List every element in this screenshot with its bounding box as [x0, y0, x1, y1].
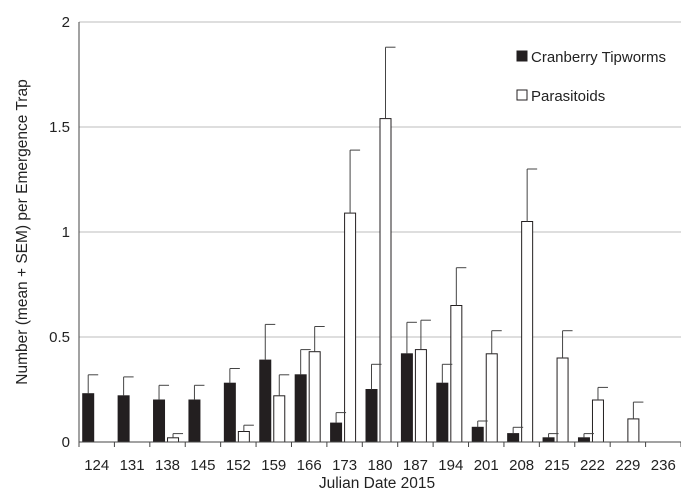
- legend-swatch-parasitoids: [516, 89, 528, 101]
- x-tick-label: 159: [261, 457, 286, 474]
- bar-cranberry-tipworms: [223, 382, 236, 443]
- bar-cranberry-tipworms: [117, 395, 130, 443]
- bars: [82, 118, 640, 443]
- bar-cranberry-tipworms: [294, 374, 307, 443]
- bar-cranberry-tipworms: [82, 393, 95, 443]
- bar-parasitoids: [414, 349, 427, 443]
- x-tick-label: 194: [438, 457, 463, 474]
- y-tick-label: 2: [62, 14, 70, 31]
- bar-parasitoids: [627, 418, 640, 443]
- y-tick-label: 0: [62, 434, 70, 451]
- bar-parasitoids: [521, 221, 534, 443]
- bar-cranberry-tipworms: [153, 399, 166, 443]
- x-tick-label: 166: [297, 457, 322, 474]
- x-tick-label: 152: [226, 457, 251, 474]
- x-tick-label: 180: [367, 457, 392, 474]
- x-tick-label: 229: [615, 457, 640, 474]
- x-tick-label: 236: [651, 457, 676, 474]
- axes: [78, 22, 681, 447]
- x-tick-label: 145: [190, 457, 215, 474]
- y-tick-label: 0.5: [49, 329, 70, 346]
- bar-parasitoids: [379, 118, 392, 443]
- bar-cranberry-tipworms: [507, 433, 520, 443]
- bar-cranberry-tipworms: [400, 353, 413, 443]
- bar-cranberry-tipworms: [436, 382, 449, 443]
- bar-parasitoids: [344, 212, 357, 443]
- x-tick-label: 208: [509, 457, 534, 474]
- x-tick-label: 124: [84, 457, 109, 474]
- legend-label-cranberry-tipworms: Cranberry Tipworms: [531, 49, 666, 66]
- legend: Cranberry Tipworms Parasitoids: [516, 49, 666, 105]
- bar-cranberry-tipworms: [577, 437, 590, 443]
- bar-cranberry-tipworms: [365, 389, 378, 443]
- legend-label-parasitoids: Parasitoids: [531, 88, 605, 105]
- y-tick-label: 1: [62, 224, 70, 241]
- x-tick-label: 138: [155, 457, 180, 474]
- y-tick-label: 1.5: [49, 119, 70, 136]
- x-tick-label: 187: [403, 457, 428, 474]
- bar-parasitoids: [450, 305, 463, 443]
- x-tick-label: 131: [120, 457, 145, 474]
- x-tick-label: 222: [580, 457, 605, 474]
- bar-parasitoids: [556, 357, 569, 443]
- error-bars: [87, 46, 644, 438]
- y-axis-title: Number (mean + SEM) per Emergence Trap: [14, 79, 31, 384]
- bar-cranberry-tipworms: [471, 426, 484, 443]
- legend-swatch-cranberry-tipworms: [516, 50, 528, 62]
- bar-parasitoids: [273, 395, 286, 443]
- tick-labels: 0 0.5 1 1.5 2 124 131 138 145 152 159 166 173 180 187 1…: [49, 14, 676, 474]
- x-tick-label: 201: [474, 457, 499, 474]
- x-axis-title: Julian Date 2015: [319, 475, 435, 492]
- bar-cranberry-tipworms: [259, 359, 272, 443]
- bar-parasitoids: [167, 437, 180, 443]
- bar-cranberry-tipworms: [188, 399, 201, 443]
- bar-parasitoids: [485, 353, 498, 443]
- x-tick-label: 215: [545, 457, 570, 474]
- bar-cranberry-tipworms: [330, 422, 343, 443]
- bar-parasitoids: [591, 399, 604, 443]
- bar-cranberry-tipworms: [542, 437, 555, 443]
- bar-parasitoids: [308, 351, 321, 443]
- x-tick-label: 173: [332, 457, 357, 474]
- bar-parasitoids: [237, 431, 250, 443]
